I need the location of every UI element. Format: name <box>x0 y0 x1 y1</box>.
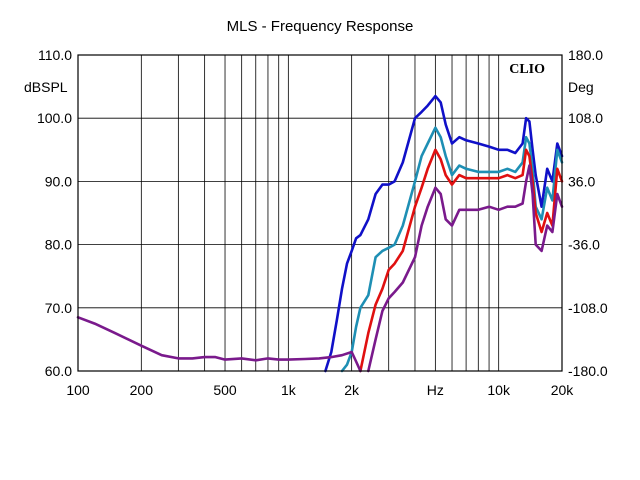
y-axis-left-label: dBSPL <box>24 79 68 95</box>
y-left-tick-label: 100.0 <box>37 110 72 126</box>
y-right-tick-label: -180.0 <box>568 363 608 379</box>
x-tick-label: 1k <box>281 382 297 398</box>
series-line-5 <box>367 164 564 373</box>
x-tick-label: 100 <box>66 382 90 398</box>
series-layer <box>76 94 564 373</box>
y-left-tick-label: 90.0 <box>45 173 72 189</box>
series-line-3 <box>359 148 564 373</box>
y-right-tick-label: -36.0 <box>568 237 600 253</box>
series-line-1 <box>324 94 564 373</box>
y-left-tick-label: 60.0 <box>45 363 72 379</box>
x-tick-label: 20k <box>551 382 575 398</box>
tick-layer: 100 200 500 1k 2k Hz 10k 20k 60.0 -180.0 70.0 -108.… <box>37 47 608 398</box>
y-left-tick-label: 80.0 <box>45 237 72 253</box>
y-right-tick-label: 108.0 <box>568 110 603 126</box>
grid-layer <box>77 54 563 372</box>
chart-title: MLS - Frequency Response <box>226 18 414 35</box>
x-tick-label: 2k <box>344 382 360 398</box>
clio-brand-logo: CLIO <box>509 62 545 77</box>
y-left-tick-label: 110.0 <box>38 47 72 63</box>
y-left-tick-label: 70.0 <box>45 300 72 316</box>
y-right-tick-label: -108.0 <box>568 300 608 316</box>
x-tick-label: 10k <box>487 382 511 398</box>
x-tick-label: 200 <box>130 382 154 398</box>
plot-frame <box>77 54 563 372</box>
y-right-tick-label: 180.0 <box>568 47 603 63</box>
y-right-tick-label: 36.0 <box>568 173 595 189</box>
x-tick-label: Hz <box>427 382 444 398</box>
y-axis-right-label: Deg <box>568 79 594 95</box>
x-tick-label: 500 <box>213 382 237 398</box>
series-line-4 <box>76 316 362 373</box>
